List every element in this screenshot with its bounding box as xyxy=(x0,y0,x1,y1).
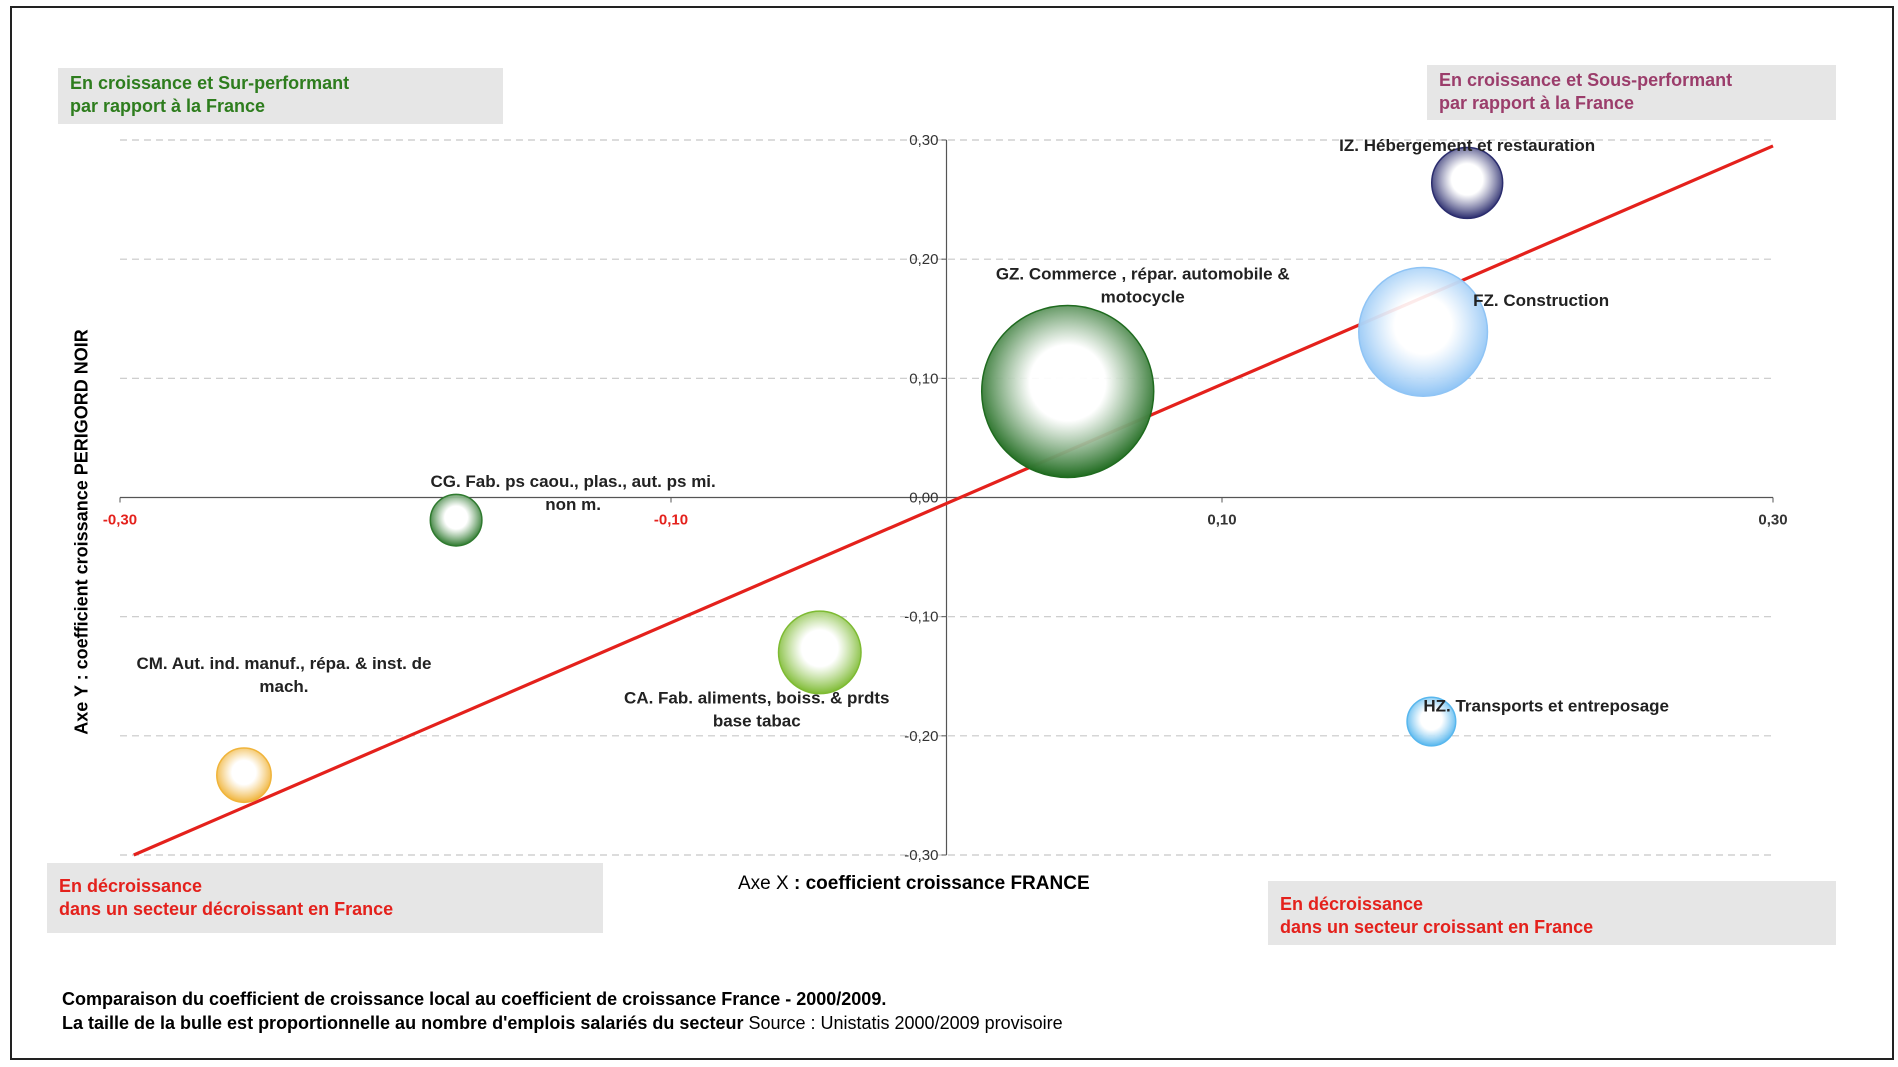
bubble-label: FZ. Construction xyxy=(1473,291,1609,310)
quadrant-label-bottom-right: En décroissance dans un secteur croissan… xyxy=(1268,881,1836,945)
x-axis-label: Axe X : coefficient croissance FRANCE xyxy=(738,873,1090,895)
quadrant-label-line2: par rapport à la France xyxy=(70,96,266,116)
x-axis-label-rest: : coefficient croissance FRANCE xyxy=(788,873,1090,894)
caption-line-1: Comparaison du coefficient de croissance… xyxy=(62,989,887,1009)
bubble-label: GZ. Commerce , répar. automobile & xyxy=(996,264,1290,283)
bubble xyxy=(777,610,862,695)
quadrant-label-bottom-left: En décroissance dans un secteur décroiss… xyxy=(47,863,603,933)
bubble-label: HZ. Transports et entreposage xyxy=(1423,697,1669,716)
quadrant-label-line2: dans un secteur décroissant en France xyxy=(59,899,394,919)
caption-source: Source : Unistatis 2000/2009 provisoire xyxy=(743,1013,1063,1033)
y-axis-label: Axe Y : coefficient croissance PERIGORD … xyxy=(71,329,92,735)
bubble xyxy=(1358,266,1489,397)
bubble-label: CA. Fab. aliments, boiss. & prdts xyxy=(624,688,889,707)
quadrant-label-line1: En décroissance xyxy=(59,876,203,896)
quadrant-label-line2: par rapport à la France xyxy=(1439,93,1635,113)
quadrant-label-line1: En décroissance xyxy=(1280,894,1424,914)
bubble xyxy=(216,747,272,804)
x-tick-label: 0,10 xyxy=(1207,512,1236,529)
x-tick-label: -0,10 xyxy=(654,512,688,529)
bubble xyxy=(429,493,483,547)
bubble-label: mach. xyxy=(259,677,308,696)
y-tick-label: -0,30 xyxy=(904,847,938,864)
x-tick-label: -0,30 xyxy=(103,512,137,529)
reference-line xyxy=(133,144,1774,857)
quadrant-label-line1: En croissance et Sous-performant xyxy=(1439,70,1733,90)
bubble-label: motocycle xyxy=(1101,287,1185,306)
y-tick-label: 0,00 xyxy=(909,490,938,507)
bubble xyxy=(1406,696,1457,747)
x-tick-label: 0,30 xyxy=(1758,512,1787,529)
quadrant-label-line1: En croissance et Sur-performant xyxy=(70,73,350,93)
bubble-label: base tabac xyxy=(713,711,801,730)
bubble xyxy=(1430,146,1504,220)
x-axis-label-prefix: Axe X xyxy=(738,873,789,894)
caption-line-2: La taille de la bulle est proportionnell… xyxy=(62,1013,1063,1034)
y-tick-label: 0,20 xyxy=(909,251,938,268)
quadrant-label-line2: dans un secteur croissant en France xyxy=(1280,917,1594,937)
bubble-label: CM. Aut. ind. manuf., répa. & inst. de xyxy=(136,654,431,673)
y-tick-label: 0,10 xyxy=(909,370,938,387)
caption-bubble-note: La taille de la bulle est proportionnell… xyxy=(62,1013,744,1033)
y-tick-label: -0,10 xyxy=(904,609,938,626)
y-tick-label: -0,20 xyxy=(904,728,938,745)
y-tick-label: 0,30 xyxy=(909,132,938,149)
bubble-label: IZ. Hébergement et restauration xyxy=(1339,136,1595,155)
bubble xyxy=(980,304,1155,479)
quadrant-label-top-left: En croissance et Sur-performant par rapp… xyxy=(58,68,503,124)
bubble-label: non m. xyxy=(545,495,601,514)
quadrant-label-top-right: En croissance et Sous-performant par rap… xyxy=(1427,65,1836,120)
bubble-label: CG. Fab. ps caou., plas., aut. ps mi. xyxy=(430,472,715,491)
